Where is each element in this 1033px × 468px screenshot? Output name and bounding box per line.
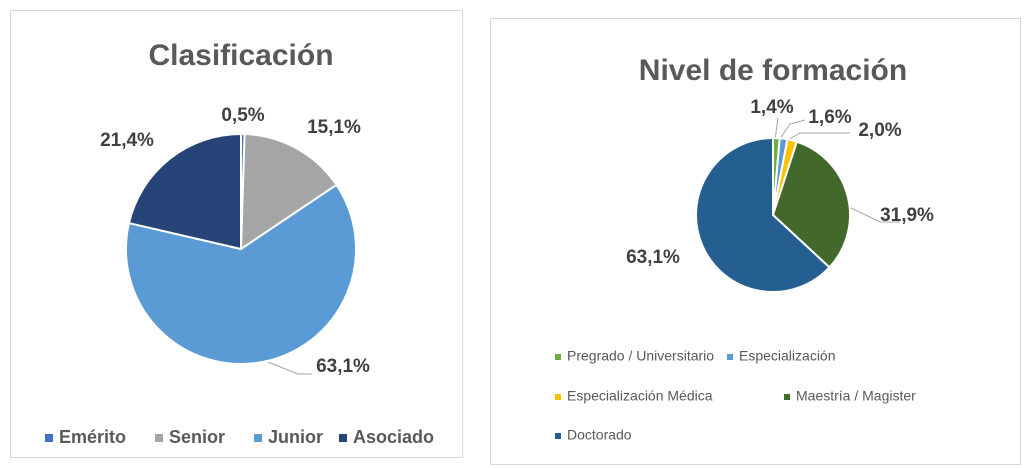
data-label: 1,4% <box>750 97 793 118</box>
legend-marker <box>555 354 561 360</box>
leader-line <box>844 204 900 223</box>
legend-marker <box>339 434 347 442</box>
pie-slice <box>771 140 851 269</box>
legend-label: Doctorado <box>567 427 632 443</box>
data-label: 63,1% <box>626 247 680 268</box>
legend-marker <box>784 394 790 400</box>
data-label: 63,1% <box>316 356 370 377</box>
legend-marker <box>555 394 561 400</box>
leader-line <box>785 132 850 142</box>
legend-label: Senior <box>169 427 225 447</box>
leader-line <box>774 117 779 141</box>
leader-line <box>267 361 312 375</box>
data-label: 0,5% <box>221 105 264 126</box>
pie-slice <box>695 136 831 293</box>
chart-title: Clasificación <box>148 39 333 72</box>
data-label: 31,9% <box>880 205 934 226</box>
leader-line <box>778 119 806 141</box>
legend-label: Asociado <box>353 427 434 447</box>
legend-label: Especialización Médica <box>567 388 713 404</box>
legend-marker <box>727 354 733 360</box>
chart-title: Nivel de formación <box>639 54 907 87</box>
legend-marker <box>155 434 163 442</box>
data-label: 2,0% <box>858 120 901 141</box>
legend-label: Especialización <box>739 348 836 364</box>
data-label: 15,1% <box>307 117 361 138</box>
legend-marker <box>45 434 53 442</box>
pie-slice <box>127 132 242 251</box>
pie-slice <box>125 183 357 365</box>
legend-label: Junior <box>268 427 323 447</box>
legend-label: Pregrado / Universitario <box>567 348 714 364</box>
legend-label: Emérito <box>59 427 126 447</box>
legend-marker <box>254 434 262 442</box>
pie-slice <box>239 133 338 251</box>
data-label: 1,6% <box>808 107 851 128</box>
data-label: 21,4% <box>100 130 154 151</box>
legend-marker <box>555 433 561 439</box>
legend-label: Maestría / Magister <box>796 388 916 404</box>
